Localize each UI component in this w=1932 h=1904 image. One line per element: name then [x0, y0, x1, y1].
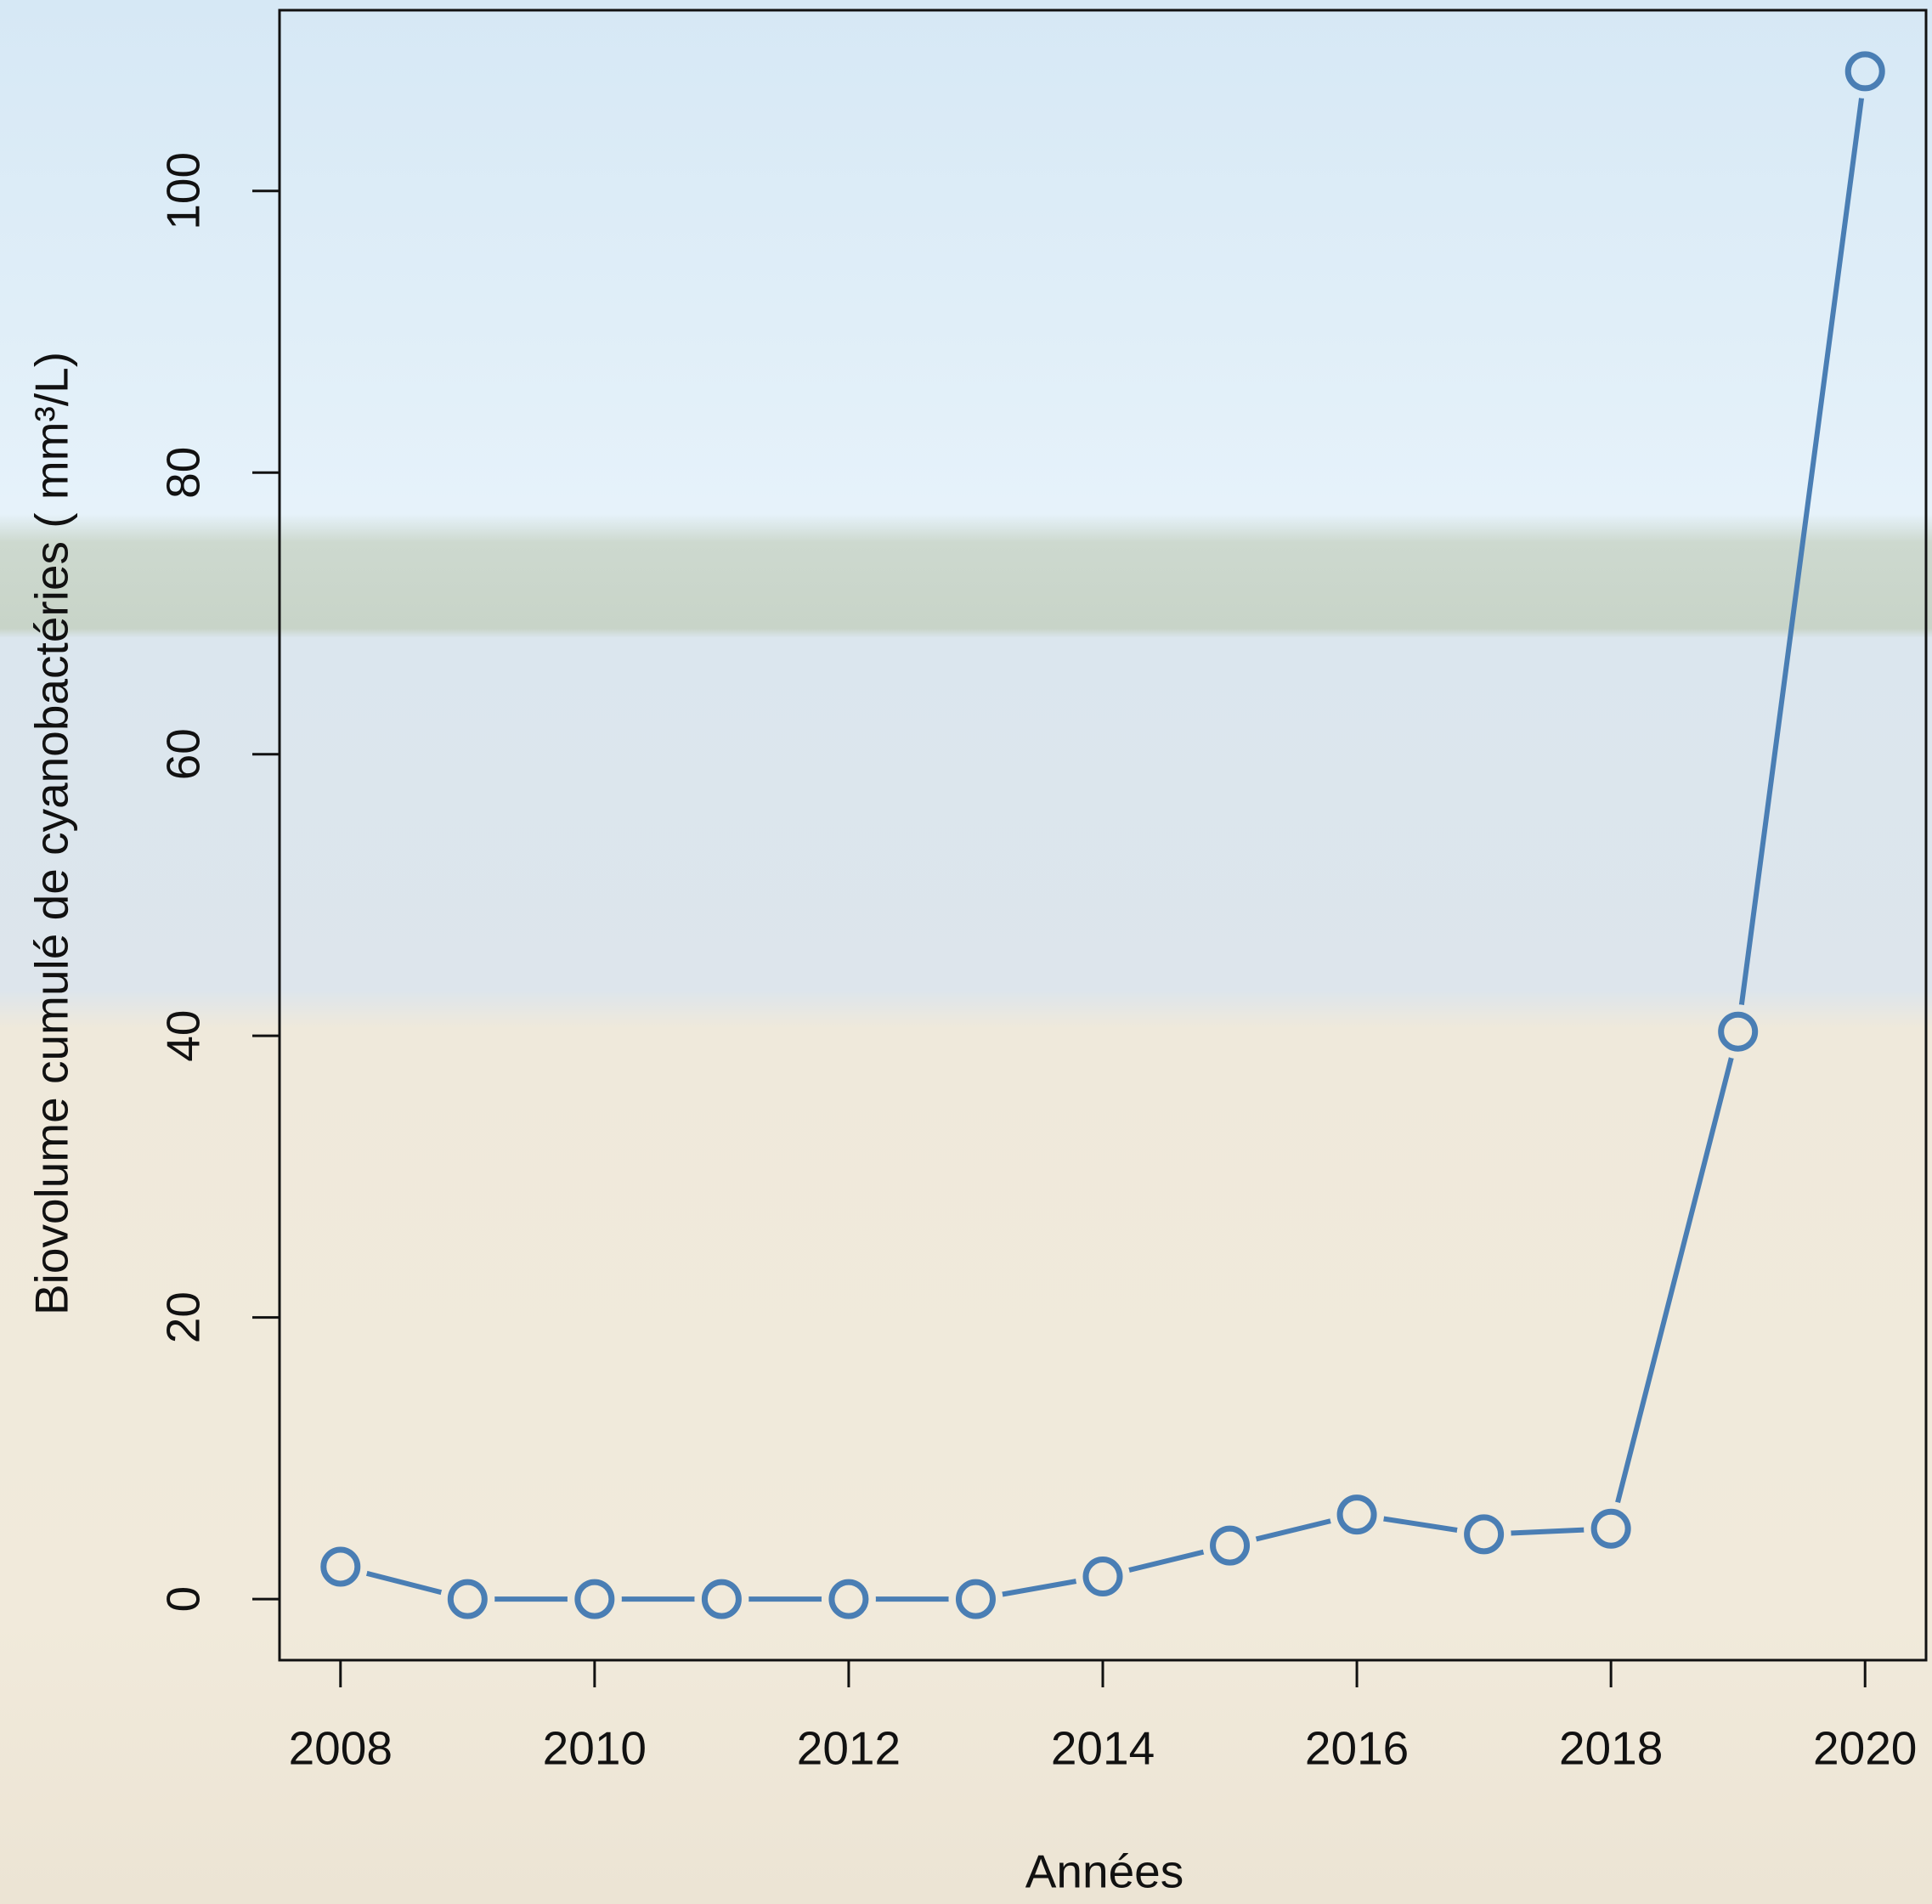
y-tick-label: 100 [157, 152, 210, 230]
point [574, 1579, 615, 1619]
point [1082, 1557, 1123, 1597]
x-tick-label: 2014 [1051, 1722, 1155, 1775]
point [1464, 1514, 1505, 1555]
point [955, 1579, 996, 1619]
y-tick-label: 20 [157, 1291, 210, 1343]
point [1590, 1508, 1631, 1549]
y-tick-label: 0 [157, 1586, 210, 1613]
point [320, 1546, 361, 1587]
y-axis-label: Biovolume cumulé de cyanobactéries ( mm³… [25, 352, 78, 1315]
y-tick-label: 60 [157, 728, 210, 780]
y-tick-label: 80 [157, 447, 210, 499]
x-axis-label: Années [1025, 1845, 1184, 1898]
point [447, 1579, 488, 1619]
x-tick-label: 2012 [797, 1722, 901, 1775]
x-tick-label: 2008 [289, 1722, 393, 1775]
x-tick-label: 2020 [1813, 1722, 1917, 1775]
series-line [340, 71, 1868, 1602]
point [828, 1579, 869, 1619]
point [1210, 1525, 1251, 1566]
y-tick-label: 40 [157, 1010, 210, 1062]
point [1844, 51, 1885, 92]
point [1718, 1011, 1759, 1052]
x-tick-label: 2016 [1305, 1722, 1409, 1775]
point [701, 1579, 742, 1619]
point [1336, 1494, 1377, 1535]
x-tick-label: 2010 [543, 1722, 647, 1775]
x-tick-label: 2018 [1559, 1722, 1663, 1775]
